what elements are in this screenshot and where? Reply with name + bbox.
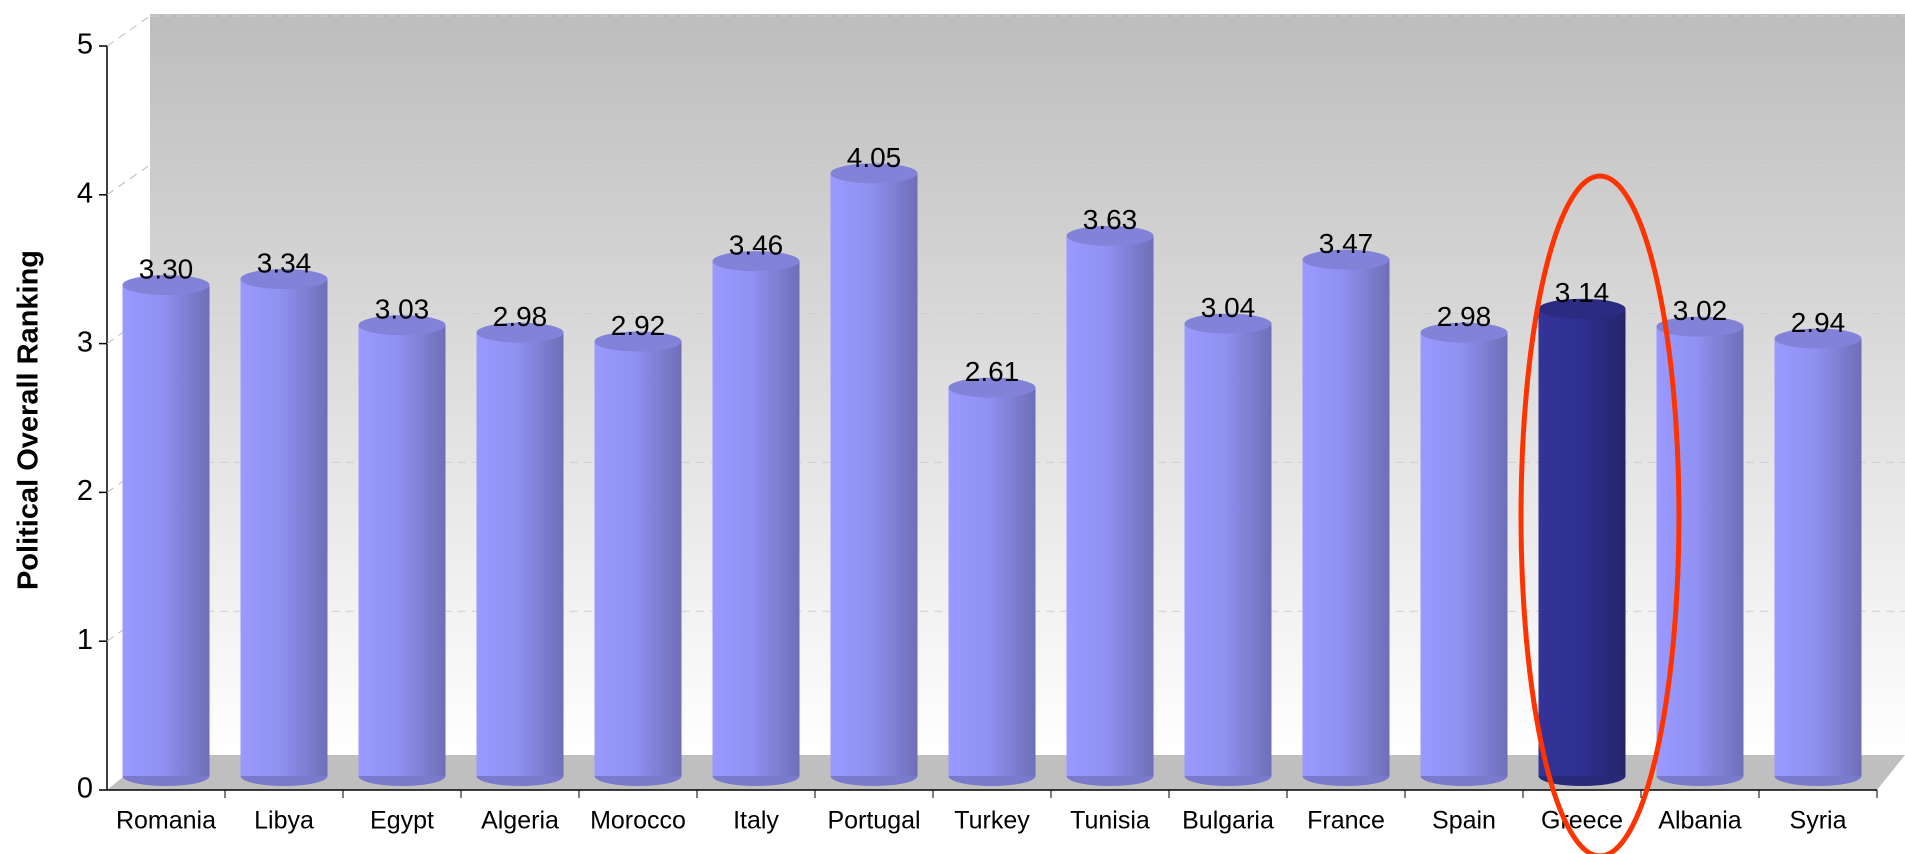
value-label: 3.02 (1673, 295, 1728, 326)
x-tick-label: Turkey (954, 807, 1030, 835)
bar-top (1302, 249, 1390, 270)
y-tick-label: 2 (77, 475, 93, 507)
bar-top (1184, 313, 1272, 334)
x-tick-label: Albania (1658, 807, 1741, 835)
value-label: 3.46 (729, 230, 784, 261)
y-axis-label: Political Overall Ranking (13, 250, 45, 590)
value-label: 2.61 (965, 356, 1020, 387)
grid-line (106, 164, 151, 196)
y-tick-label: 0 (77, 773, 93, 805)
x-tick-label: Algeria (481, 807, 559, 835)
bar (594, 341, 682, 776)
bar-top (1774, 328, 1862, 349)
y-tick-label: 1 (77, 624, 93, 656)
bar-top (1066, 225, 1154, 246)
bar-top (830, 163, 918, 184)
value-label: 2.94 (1791, 307, 1846, 338)
bar-top (594, 331, 682, 352)
value-label: 2.92 (611, 310, 666, 341)
value-label: 3.34 (257, 247, 312, 278)
bar (948, 387, 1036, 776)
value-label: 2.98 (1437, 301, 1492, 332)
marks: 0 1 2 3 4 5 Romania 3.30 Libya 3.34 Egypt 3.03 Alger… (77, 15, 1905, 835)
bar (1538, 308, 1626, 776)
x-tick-label: France (1307, 807, 1385, 835)
y-tick-label: 4 (77, 177, 93, 209)
bar-top (122, 274, 210, 295)
x-tick-label: Bulgaria (1182, 807, 1274, 835)
value-label: 2.98 (493, 301, 548, 332)
x-tick-label: Greece (1541, 807, 1623, 835)
bar (122, 284, 210, 776)
value-label: 4.05 (847, 142, 902, 173)
bar-top (1538, 298, 1626, 319)
grid-line (106, 15, 151, 47)
x-tick-label: Portugal (827, 807, 920, 835)
bar-top (1420, 322, 1508, 343)
bar (476, 332, 564, 776)
x-tick-label: Libya (254, 807, 314, 835)
x-tick-label: Morocco (590, 807, 686, 835)
bar (358, 325, 446, 776)
bar (1066, 235, 1154, 776)
x-tick-label: Romania (116, 807, 216, 835)
highlight-ellipse (1518, 173, 1682, 854)
value-label: 3.14 (1555, 277, 1610, 308)
bar (1302, 259, 1390, 776)
bar-top (948, 377, 1036, 398)
bar-top (712, 251, 800, 272)
bar (1774, 338, 1862, 776)
bar (712, 261, 800, 777)
bar (1420, 332, 1508, 776)
value-label: 3.03 (375, 294, 430, 325)
bar (830, 173, 918, 777)
x-tick-label: Tunisia (1070, 807, 1150, 835)
bar (1656, 326, 1744, 776)
value-label: 3.47 (1319, 228, 1374, 259)
y-tick-label: 5 (77, 29, 93, 61)
bar-top (358, 315, 446, 336)
value-label: 3.63 (1083, 204, 1138, 235)
bar-top (1656, 316, 1744, 337)
x-tick-label: Egypt (370, 807, 434, 835)
x-tick-label: Syria (1790, 807, 1847, 835)
y-tick-label: 3 (77, 326, 93, 358)
bar-top (476, 322, 564, 343)
x-tick-label: Italy (733, 807, 779, 835)
x-tick-label: Spain (1432, 807, 1496, 835)
value-label: 3.04 (1201, 292, 1256, 323)
bar (1184, 323, 1272, 776)
bar (240, 279, 328, 776)
value-label: 3.30 (139, 253, 194, 284)
bar-top (240, 269, 328, 290)
